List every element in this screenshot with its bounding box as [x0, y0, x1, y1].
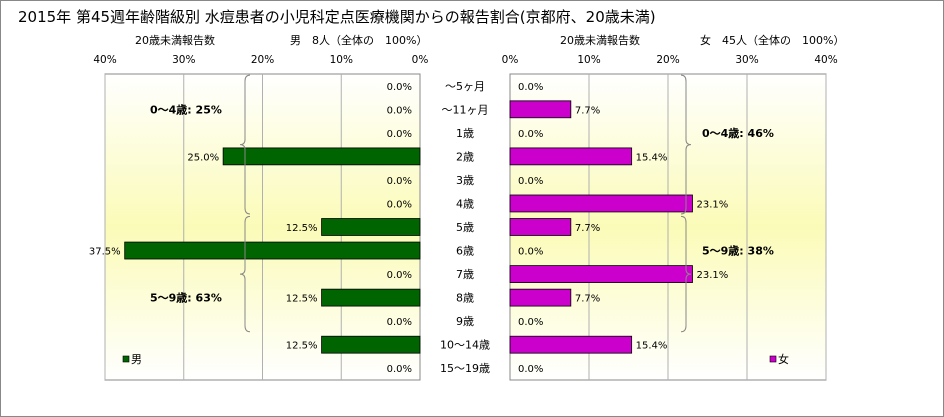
category-label: 7歳 [456, 268, 474, 281]
male-bar [124, 241, 421, 260]
female-bar [509, 335, 633, 354]
male-tick-label: 40% [93, 54, 116, 66]
female-value-label: 15.4% [636, 152, 668, 163]
female-value-label: 23.1% [696, 199, 728, 210]
female-bar [509, 147, 633, 166]
female-value-label: 15.4% [636, 341, 668, 352]
female-tick-label: 0% [502, 54, 519, 66]
female-tick-label: 30% [735, 54, 758, 66]
female-panel-header: 20歳未満報告数 [560, 34, 640, 47]
male-bar [321, 218, 421, 236]
female-value-label: 7.7% [575, 105, 600, 116]
male-value-label: 0.0% [387, 105, 412, 116]
male-tick-label: 10% [330, 54, 353, 66]
male-value-label: 12.5% [286, 294, 318, 305]
female-value-label: 7.7% [575, 223, 600, 234]
male-tick-label: 0% [412, 54, 429, 66]
category-label: 6歳 [456, 245, 474, 258]
male-group-label: 5～9歳: 63% [150, 291, 222, 305]
female-value-label: 0.0% [518, 364, 543, 375]
male-value-label: 0.0% [387, 82, 412, 93]
female-legend-label: 女 [778, 352, 789, 366]
category-label: ～5ヶ月 [445, 80, 485, 93]
female-bar [509, 218, 572, 236]
female-bar [509, 194, 693, 213]
female-value-label: 23.1% [696, 270, 728, 281]
male-legend-swatch [122, 355, 130, 363]
male-summary: 男 8人（全体の 100%） [290, 33, 427, 47]
female-group-brace [680, 215, 692, 333]
chart-title: 2015年 第45週年齢階級別 水痘患者の小児科定点医療機関からの報告割合(京都… [18, 8, 656, 26]
male-value-label: 12.5% [286, 223, 318, 234]
female-value-label: 0.0% [518, 247, 543, 258]
male-tick-label: 30% [172, 54, 195, 66]
female-bar [509, 288, 572, 307]
male-panel-header: 20歳未満報告数 [135, 34, 215, 47]
female-value-label: 0.0% [518, 82, 543, 93]
male-tick-label: 20% [251, 54, 274, 66]
category-label: 1歳 [456, 127, 474, 140]
category-label: 5歳 [456, 221, 474, 234]
male-bar [222, 147, 421, 166]
female-tick-label: 40% [814, 54, 837, 66]
female-value-label: 0.0% [518, 317, 543, 328]
male-group-brace [239, 74, 251, 215]
category-label: 2歳 [456, 150, 474, 163]
male-value-label: 0.0% [387, 176, 412, 187]
male-bar [321, 288, 421, 307]
female-group-brace [680, 74, 692, 215]
male-legend-label: 男 [131, 353, 142, 366]
male-value-label: 0.0% [387, 270, 412, 281]
male-group-brace [239, 215, 251, 333]
male-group-label: 0～4歳: 25% [150, 102, 222, 116]
female-tick-label: 20% [656, 54, 679, 66]
category-label: ～11ヶ月 [442, 103, 489, 116]
category-label: 3歳 [456, 174, 474, 187]
female-tick-label: 10% [577, 54, 600, 66]
category-label: 4歳 [456, 197, 474, 210]
male-value-label: 25.0% [187, 152, 219, 163]
male-value-label: 0.0% [387, 129, 412, 140]
female-summary: 女 45人（全体の 100%） [700, 33, 844, 47]
category-label: 9歳 [456, 315, 474, 328]
category-label: 10～14歳 [440, 339, 490, 352]
female-group-label: 5～9歳: 38% [702, 244, 774, 258]
male-value-label: 37.5% [89, 247, 121, 258]
female-legend-swatch [769, 355, 777, 363]
female-group-label: 0～4歳: 46% [702, 126, 774, 140]
male-value-label: 0.0% [387, 317, 412, 328]
female-value-label: 0.0% [518, 129, 543, 140]
category-label: 15～19歳 [440, 362, 490, 375]
male-value-label: 12.5% [286, 341, 318, 352]
category-label: 8歳 [456, 292, 474, 305]
female-bar [509, 265, 693, 283]
female-value-label: 0.0% [518, 176, 543, 187]
female-value-label: 7.7% [575, 294, 600, 305]
male-value-label: 0.0% [387, 364, 412, 375]
male-bar [321, 335, 421, 354]
male-value-label: 0.0% [387, 199, 412, 210]
female-bar [509, 100, 572, 119]
